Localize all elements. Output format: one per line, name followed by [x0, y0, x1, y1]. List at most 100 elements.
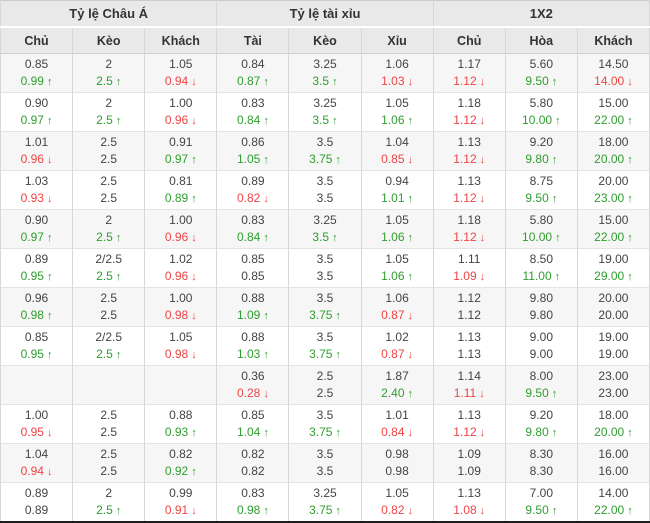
odds-cell: 0.96 0.98 ↑ [0, 287, 74, 327]
up-arrow-icon: ↑ [407, 192, 414, 205]
live-odds-value: 0.95 ↑ [2, 268, 72, 286]
live-odds-value: 0.96 ↓ [146, 112, 216, 130]
live-odds-number: 11.00 [522, 268, 552, 283]
live-odds-number: 1.03 [236, 346, 261, 361]
opening-odds-value: 0.85 [241, 252, 265, 266]
live-odds-number: 16.00 [598, 464, 629, 478]
live-odds-value: 3.5 ↑ [290, 229, 360, 247]
down-arrow-icon: ↓ [407, 426, 414, 439]
up-arrow-icon: ↑ [551, 387, 558, 400]
down-arrow-icon: ↓ [263, 387, 269, 400]
live-odds-number: 2.5 [100, 152, 117, 166]
opening-odds-value: 2.5 [100, 408, 117, 422]
live-odds-number: 1.09 [236, 307, 261, 322]
live-odds-value: 0.99 ↑ [2, 73, 72, 91]
live-odds-number: 2.5 [100, 464, 117, 478]
opening-odds-value: 1.18 [457, 95, 481, 110]
up-arrow-icon: ↑ [115, 348, 122, 361]
opening-odds-value: 0.98 [385, 447, 409, 461]
live-odds-value: 0.89 [2, 502, 72, 519]
live-odds-value: 1.03 ↓ [362, 73, 432, 91]
live-odds-number: 2.5 [96, 229, 113, 244]
live-odds-number: 1.12 [453, 190, 477, 205]
odds-cell: 5.80 10.00 ↑ [504, 209, 578, 249]
live-odds-number: 0.82 [236, 190, 261, 205]
live-odds-value: 1.03 ↑ [218, 346, 288, 364]
live-odds-number: 2.5 [96, 268, 113, 283]
live-odds-value: 0.94 ↓ [146, 73, 216, 91]
down-arrow-icon: ↓ [627, 75, 633, 88]
live-odds-number: 3.75 [309, 151, 333, 166]
live-odds-number: 0.98 [385, 464, 409, 478]
live-odds-number: 2.5 [96, 502, 113, 517]
odds-cell: 3.25 3.5 ↑ [288, 209, 362, 249]
opening-odds-value: 2 [105, 485, 112, 500]
table-row: 0.36 0.28 ↓ 2.5 2.5 1.87 2.40 ↑ 1.14 1.11 ↓ 8.00 9.5… [0, 365, 650, 405]
odds-cell: 1.05 0.98 ↓ [144, 326, 218, 366]
live-odds-number: 3.75 [309, 346, 333, 361]
live-odds-value: 1.01 ↑ [362, 190, 432, 208]
opening-odds-value: 1.13 [457, 407, 481, 422]
live-odds-number: 1.08 [453, 502, 477, 517]
odds-cell: 7.00 9.50 ↑ [504, 482, 578, 522]
odds-cell: 1.13 1.13 [432, 326, 506, 366]
live-odds-value: 1.09 ↑ [218, 307, 288, 325]
down-arrow-icon: ↓ [191, 309, 197, 322]
up-arrow-icon: ↑ [627, 270, 633, 283]
opening-odds-value: 1.17 [457, 56, 481, 71]
opening-odds-value: 1.05 [169, 56, 193, 71]
column-header-1x2-home: Chủ [432, 27, 506, 54]
live-odds-value: 20.00 ↑ [578, 151, 648, 169]
live-odds-number: 0.82 [241, 464, 265, 478]
live-odds-value: 1.12 ↓ [434, 424, 504, 442]
live-odds-number: 2.5 [100, 425, 117, 439]
live-odds-value: 0.84 ↑ [218, 229, 288, 247]
up-arrow-icon: ↑ [263, 231, 269, 244]
live-odds-value: 1.06 ↑ [362, 112, 432, 130]
odds-cell: 2.5 2.5 [288, 365, 362, 405]
live-odds-value: 2.5 ↑ [74, 268, 144, 286]
odds-cell: 8.30 8.30 [504, 443, 578, 483]
live-odds-number: 2.5 [100, 191, 117, 205]
opening-odds-value: 0.91 [169, 134, 193, 149]
opening-odds-value: 1.05 [385, 212, 409, 227]
live-odds-value: 0.84 ↑ [218, 112, 288, 130]
live-odds-value: 2.5 ↑ [74, 346, 144, 364]
live-odds-value: 2.5 [290, 385, 360, 402]
odds-cell: 0.88 1.03 ↑ [216, 326, 290, 366]
live-odds-value: 2.5 [74, 463, 144, 480]
opening-odds-value: 3.25 [313, 485, 337, 500]
odds-cell: 0.86 1.05 ↑ [216, 131, 290, 171]
live-odds-number: 2.40 [381, 385, 405, 400]
live-odds-number: 20.00 [594, 424, 625, 439]
odds-cell [144, 365, 218, 405]
up-arrow-icon: ↑ [627, 231, 633, 244]
up-arrow-icon: ↑ [332, 114, 338, 127]
live-odds-number: 3.5 [312, 229, 330, 244]
live-odds-value: 1.12 [434, 307, 504, 324]
live-odds-number: 0.96 [20, 151, 44, 166]
odds-cell: 3.25 3.5 ↑ [288, 53, 362, 93]
live-odds-number: 0.98 [236, 502, 261, 517]
opening-odds-value: 1.01 [385, 407, 409, 422]
opening-odds-value: 2/2.5 [95, 329, 123, 344]
live-odds-number: 10.00 [522, 229, 553, 244]
odds-cell: 16.00 16.00 [576, 443, 650, 483]
live-odds-number: 0.98 [164, 346, 189, 361]
opening-odds-value: 0.89 [24, 251, 49, 266]
live-odds-number: 3.5 [316, 269, 334, 283]
down-arrow-icon: ↓ [191, 231, 197, 244]
live-odds-number: 0.84 [236, 229, 261, 244]
opening-odds-value: 0.82 [241, 447, 265, 461]
odds-cell: 19.00 29.00 ↑ [576, 248, 650, 288]
opening-odds-value: 0.81 [169, 173, 193, 188]
odds-cell: 0.82 0.82 [216, 443, 290, 483]
opening-odds-value: 2.5 [100, 174, 117, 188]
opening-odds-value: 20.00 [598, 291, 629, 305]
opening-odds-value: 0.85 [241, 407, 265, 422]
live-odds-value: 2.5 [74, 307, 144, 324]
odds-cell: 5.80 10.00 ↑ [504, 92, 578, 132]
live-odds-number: 0.84 [381, 424, 405, 439]
group-header-asian-handicap: Tỷ lệ Châu Á [0, 0, 218, 28]
odds-cell: 5.60 9.50 ↑ [504, 53, 578, 93]
